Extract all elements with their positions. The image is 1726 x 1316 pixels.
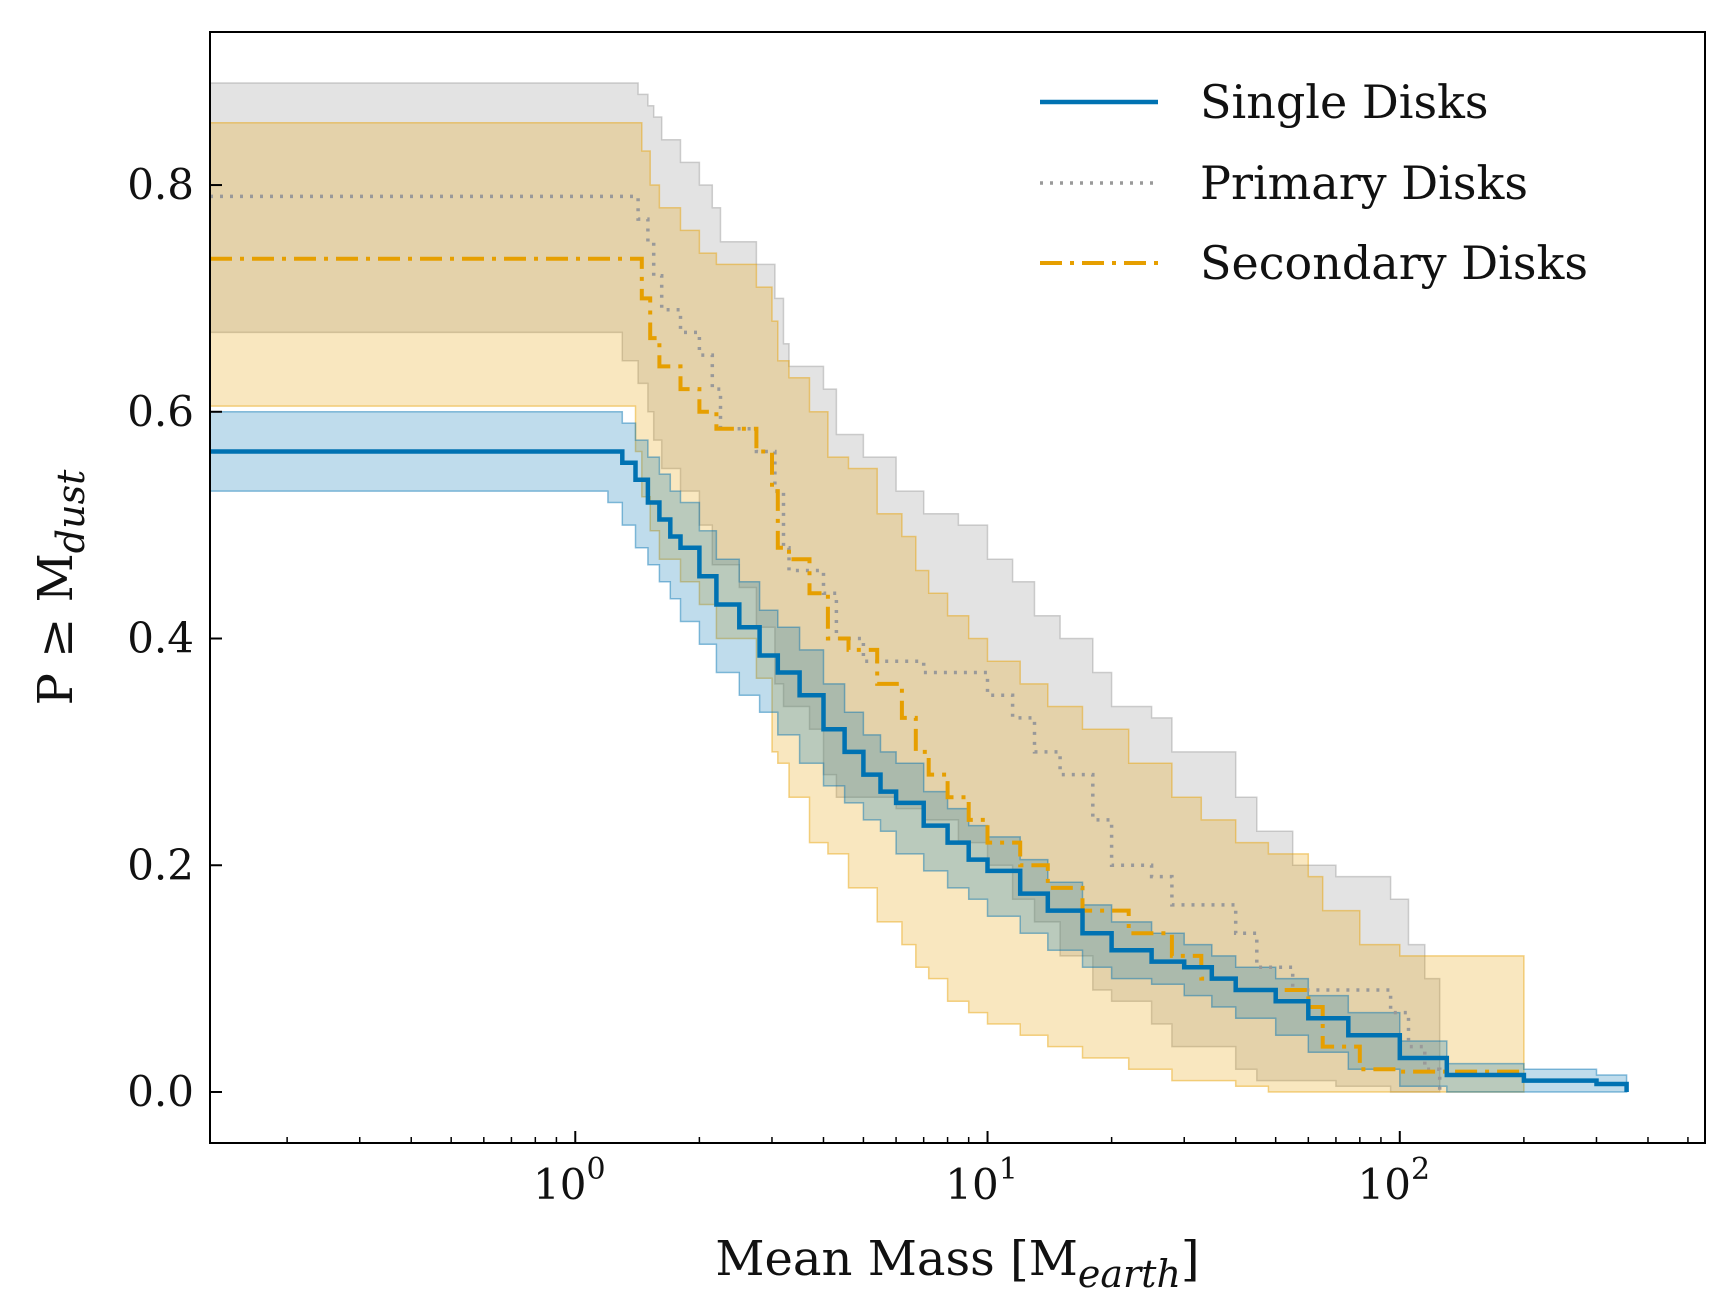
y-tick-label: 0.6 xyxy=(127,387,194,436)
y-tick-label: 0.8 xyxy=(127,160,194,209)
x-axis-label: Mean Mass [Mearth] xyxy=(715,1231,1199,1296)
y-axis-label-main: P ≥ M xyxy=(28,553,84,705)
tick-labels: 0.0 0.2 0.4 0.6 0.8 100 101 102 xyxy=(127,160,1430,1209)
legend-label-single-disks: Single Disks xyxy=(1200,75,1489,129)
legend-label-primary-disks: Primary Disks xyxy=(1200,156,1528,210)
y-tick-label: 0.0 xyxy=(127,1067,194,1116)
series-lines xyxy=(210,194,1629,1092)
axis-ticks xyxy=(210,184,1689,1143)
x-axis-label-close: ] xyxy=(1181,1231,1200,1287)
legend: Single Disks Primary Disks Secondary Disks xyxy=(1040,75,1588,290)
primary-disks-band xyxy=(209,82,1441,1093)
y-axis-label-sub: dust xyxy=(49,469,93,553)
single-disks-band xyxy=(209,411,1628,1093)
secondary-disks-band xyxy=(209,121,1525,1093)
x-axis-label-sub: earth xyxy=(1078,1252,1181,1296)
y-tick-label: 0.4 xyxy=(127,614,194,663)
legend-label-secondary-disks: Secondary Disks xyxy=(1200,236,1588,290)
primary-disks-line xyxy=(210,194,1442,1092)
x-tick-label: 100 xyxy=(533,1152,606,1209)
x-axis-label-main: Mean Mass [M xyxy=(715,1231,1078,1287)
plot-frame xyxy=(209,31,1706,1144)
y-axis-label: P ≥ Mdust xyxy=(28,469,93,705)
secondary-disks-line xyxy=(210,256,1524,1074)
y-tick-label: 0.2 xyxy=(127,840,194,889)
x-tick-label: 102 xyxy=(1358,1152,1431,1209)
x-tick-label: 101 xyxy=(945,1152,1018,1209)
single-disks-line xyxy=(210,449,1629,1092)
confidence-bands xyxy=(209,82,1628,1093)
